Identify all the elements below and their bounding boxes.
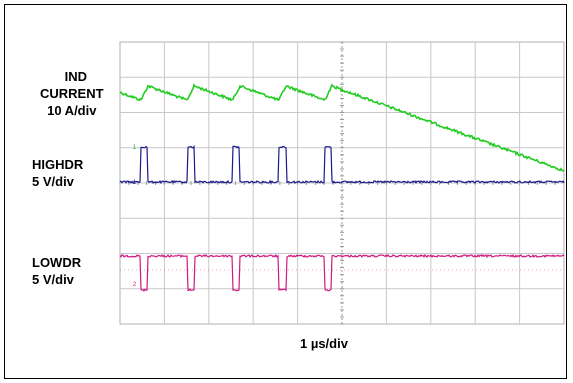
x-axis-label: 1 µs/div [300, 336, 348, 351]
trace-label-line: HIGHDR [32, 157, 84, 172]
trace-label-ind-current: IND CURRENT 10 A/div [40, 68, 104, 119]
trace-lowdr [119, 253, 565, 292]
trace-highdr [119, 144, 565, 185]
trace-label-highdr: HIGHDR 5 V/div [32, 156, 83, 190]
trace-marker: 1 [133, 180, 137, 186]
trace-label-line: LOWDR [32, 255, 82, 270]
trace-marker: 2 [133, 282, 137, 288]
trace-label-line: 5 V/div [32, 174, 74, 189]
trace-label-line: 5 V/div [32, 272, 74, 287]
trace-label-line: CURRENT [40, 86, 104, 101]
trace-label-line: IND [64, 69, 87, 84]
trace-label-line: 10 A/div [47, 103, 97, 118]
trace-label-lowdr: LOWDR 5 V/div [32, 254, 81, 288]
figure-frame [4, 4, 567, 379]
trace-marker: 1 [133, 145, 137, 151]
trace-ind-current [119, 83, 565, 172]
